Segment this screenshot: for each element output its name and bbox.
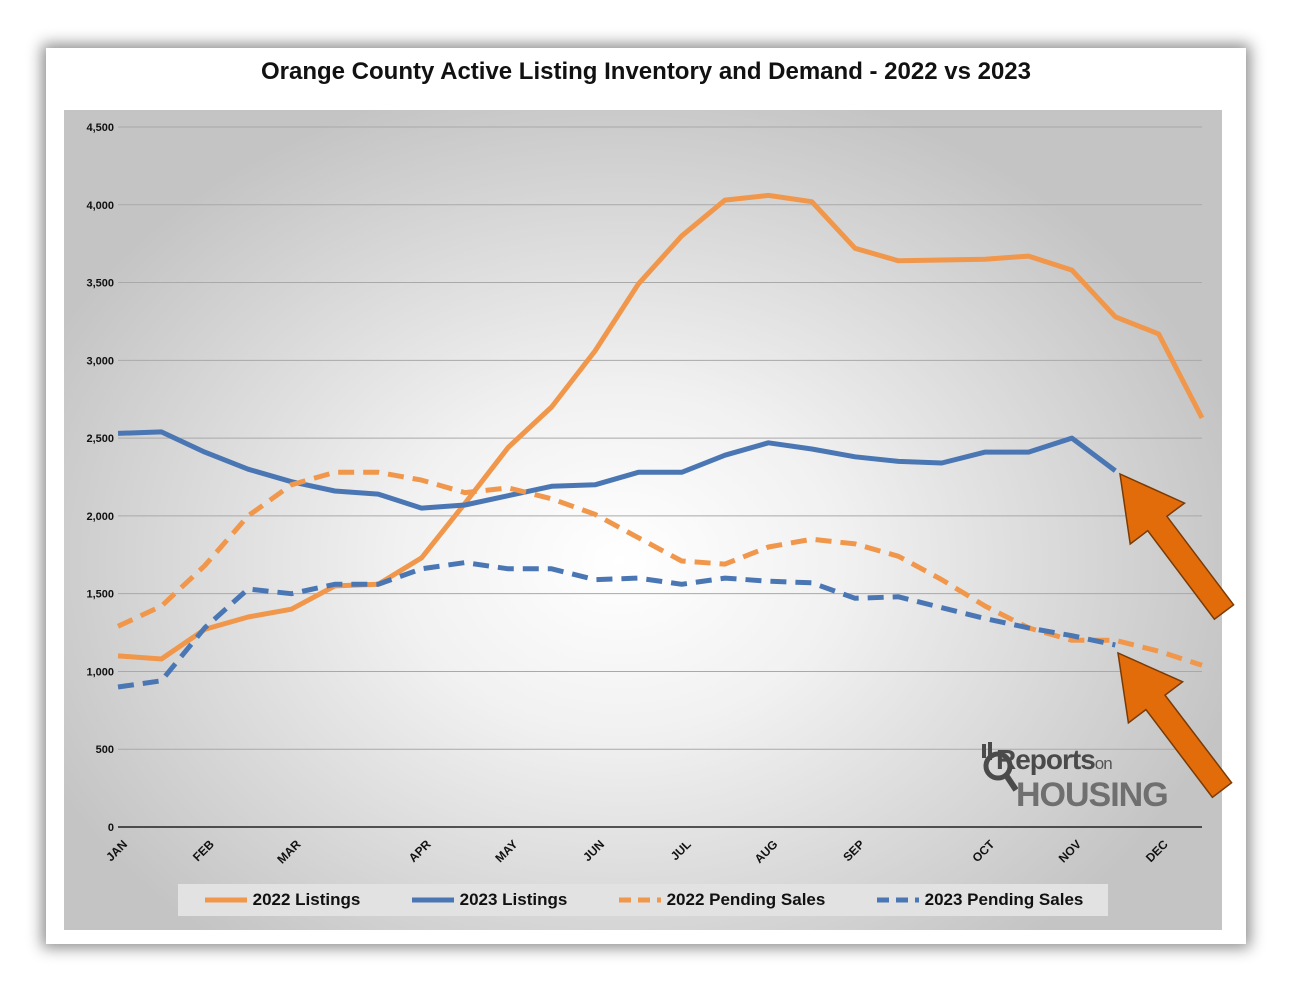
series-line-2022-listings xyxy=(117,192,1205,662)
y-tick-label: 1,500 xyxy=(86,589,114,601)
legend-label: 2022 Listings xyxy=(252,890,361,909)
series-line-2022-pending-sales xyxy=(116,469,1203,668)
x-tick-label: SEP xyxy=(840,837,867,864)
plot-area xyxy=(64,110,1222,930)
y-tick-label: 1,000 xyxy=(86,666,114,678)
x-tick-label: APR xyxy=(406,837,434,865)
legend-swatch-2023-pending xyxy=(876,897,919,903)
legend-label: 2023 Pending Sales xyxy=(924,890,1084,909)
reports-on-housing-logo: Reportson HOUSING xyxy=(976,738,1186,818)
series-line-2023-pending-sales xyxy=(117,560,1116,690)
x-tick-label: OCT xyxy=(970,837,998,865)
x-tick-label: NOV xyxy=(1056,837,1084,865)
y-tick-label: 3,000 xyxy=(86,355,114,367)
logo-on: on xyxy=(1094,754,1113,773)
legend-swatch-2022-pending xyxy=(618,897,661,903)
y-tick-label: 3,500 xyxy=(86,278,114,290)
x-tick-label: MAR xyxy=(274,837,303,866)
y-tick-label: 4,000 xyxy=(86,200,114,212)
logo-reports: Reports xyxy=(996,744,1096,775)
y-tick-label: 4,500 xyxy=(86,122,114,134)
x-tick-label: MAY xyxy=(492,837,520,865)
x-tick-label: FEB xyxy=(190,837,217,864)
legend-label: 2022 Pending Sales xyxy=(666,890,826,909)
logo-text-top: Reportson xyxy=(996,744,1113,776)
x-tick-label: JUN xyxy=(580,837,607,864)
x-tick-label: AUG xyxy=(752,837,781,866)
x-tick-label: JUL xyxy=(668,837,694,863)
chart-card: Orange County Active Listing Inventory a… xyxy=(46,48,1246,944)
chart-title: Orange County Active Listing Inventory a… xyxy=(260,58,1031,85)
legend-item-2023-pending[interactable]: 2023 Pending Sales xyxy=(875,890,1084,910)
y-tick-label: 2,000 xyxy=(86,511,114,523)
y-tick-label: 500 xyxy=(96,744,114,756)
logo-text-bottom: HOUSING xyxy=(1016,776,1169,814)
legend-item-2022-pending[interactable]: 2022 Pending Sales xyxy=(617,890,826,910)
legend-swatch-2022-listings xyxy=(204,897,247,903)
series-line-2023-listings xyxy=(117,429,1117,511)
legend: 2022 Listings 2023 Listings 2022 Pending… xyxy=(178,884,1108,916)
annotation-arrow-pending xyxy=(1117,651,1233,799)
legend-swatch-2023-listings xyxy=(411,897,454,903)
annotation-arrow-listings xyxy=(1119,472,1235,621)
legend-item-2022-listings[interactable]: 2022 Listings xyxy=(203,890,361,910)
y-tick-label: 2,500 xyxy=(86,433,114,445)
magnifier-house-icon xyxy=(982,742,1018,792)
legend-label: 2023 Listings xyxy=(459,890,568,909)
legend-item-2023-listings[interactable]: 2023 Listings xyxy=(410,890,568,910)
x-tick-label: JAN xyxy=(103,837,130,864)
x-tick-label: DEC xyxy=(1143,837,1171,865)
y-tick-label: 0 xyxy=(108,822,114,834)
